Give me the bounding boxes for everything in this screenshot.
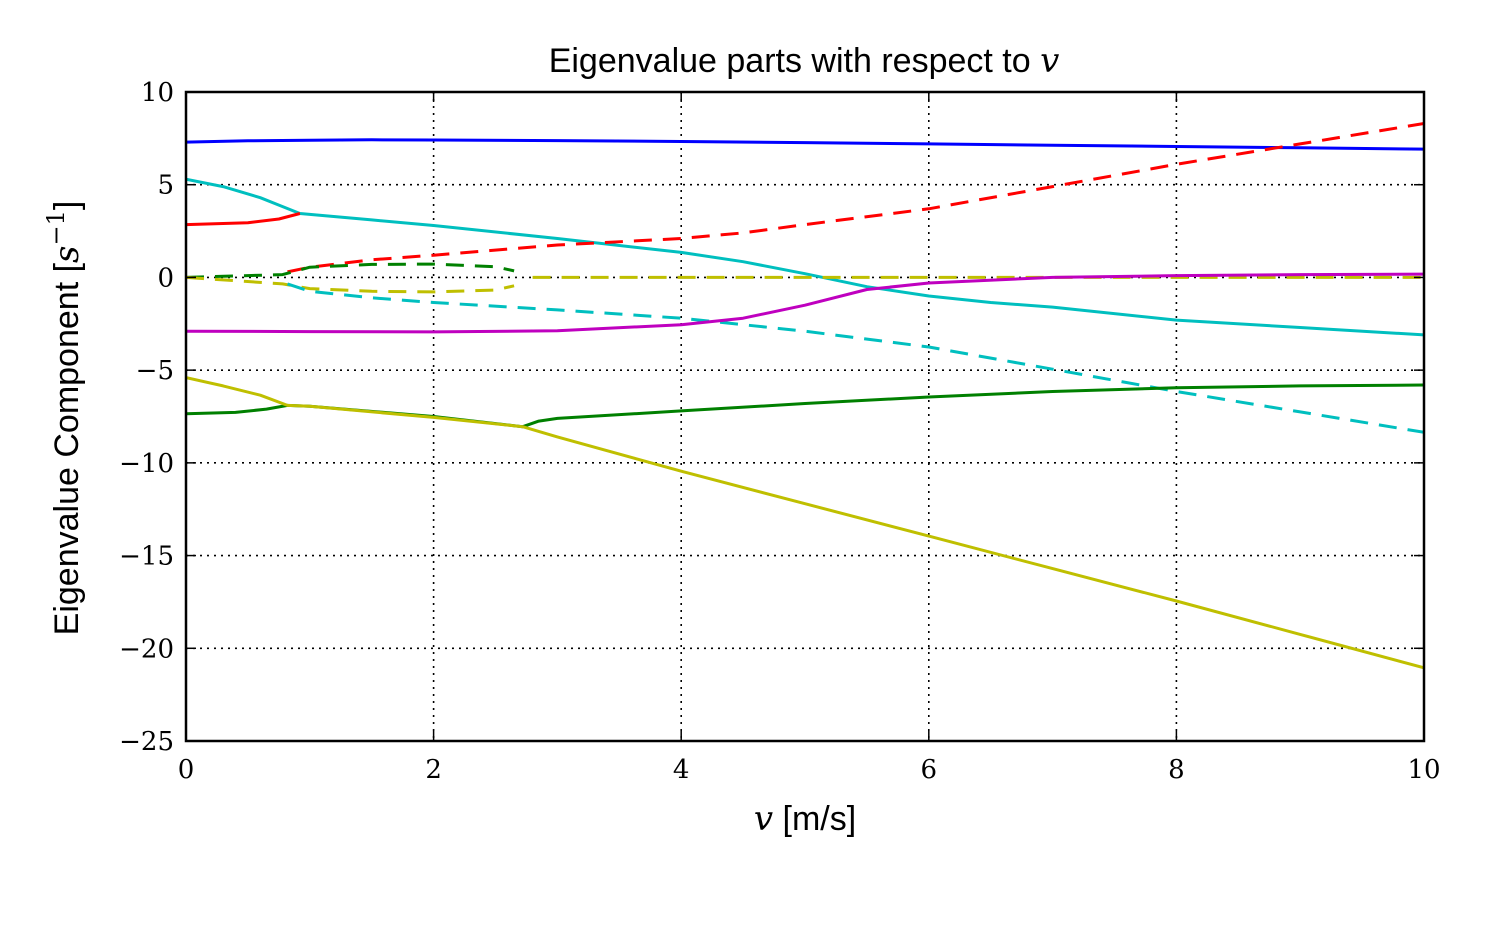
x-tick-label: 0 (178, 755, 195, 785)
series-line-5 (186, 275, 515, 294)
y-axis-label-text: Eigenvalue Component [ (48, 262, 86, 635)
chart-title-var: v (1040, 41, 1059, 81)
y-tick-label: 0 (157, 263, 174, 293)
x-tick-label: 4 (673, 755, 690, 785)
y-tick-label: −10 (119, 449, 174, 479)
y-tick-label: 10 (141, 78, 174, 108)
x-axis-label: v [m/s] (754, 799, 856, 839)
series-line-4 (186, 262, 515, 279)
x-tick-label: 6 (921, 755, 938, 785)
y-tick-label: −5 (136, 356, 174, 386)
y-axis-label: Eigenvalue Component [s−1] (42, 201, 87, 636)
series-line-9 (186, 383, 1424, 429)
x-tick-label: 2 (425, 755, 442, 785)
y-tick-label: −25 (119, 727, 174, 757)
x-axis-label-var: v (754, 799, 773, 839)
series-layer (186, 122, 1424, 670)
chart-title: Eigenvalue parts with respect to v (549, 41, 1060, 81)
x-axis-label-text: [m/s] (773, 800, 856, 838)
series-line-0 (186, 138, 1424, 151)
plot-frame (184, 90, 1426, 743)
series-line-10 (186, 376, 1424, 670)
series-line-1 (186, 177, 1424, 337)
x-tick-label: 10 (1407, 755, 1440, 785)
y-axis-label-var: s (47, 246, 87, 263)
x-tick-label: 8 (1168, 755, 1185, 785)
chart-title-text: Eigenvalue parts with respect to (549, 42, 1040, 80)
tick-layer: 0 2 4 6 8 10 10 5 0 −5 −10 −15 −20 −25 (119, 78, 1440, 785)
series-line-2 (186, 212, 301, 227)
y-axis-label-close: ] (48, 201, 86, 210)
y-axis-label-sup: −1 (42, 210, 70, 245)
y-tick-label: −20 (119, 634, 174, 664)
y-tick-label: 5 (157, 171, 174, 201)
grid-layer (186, 92, 1424, 741)
series-line-7 (287, 282, 1424, 434)
y-tick-label: −15 (119, 542, 174, 572)
series-line-8 (186, 272, 1424, 334)
